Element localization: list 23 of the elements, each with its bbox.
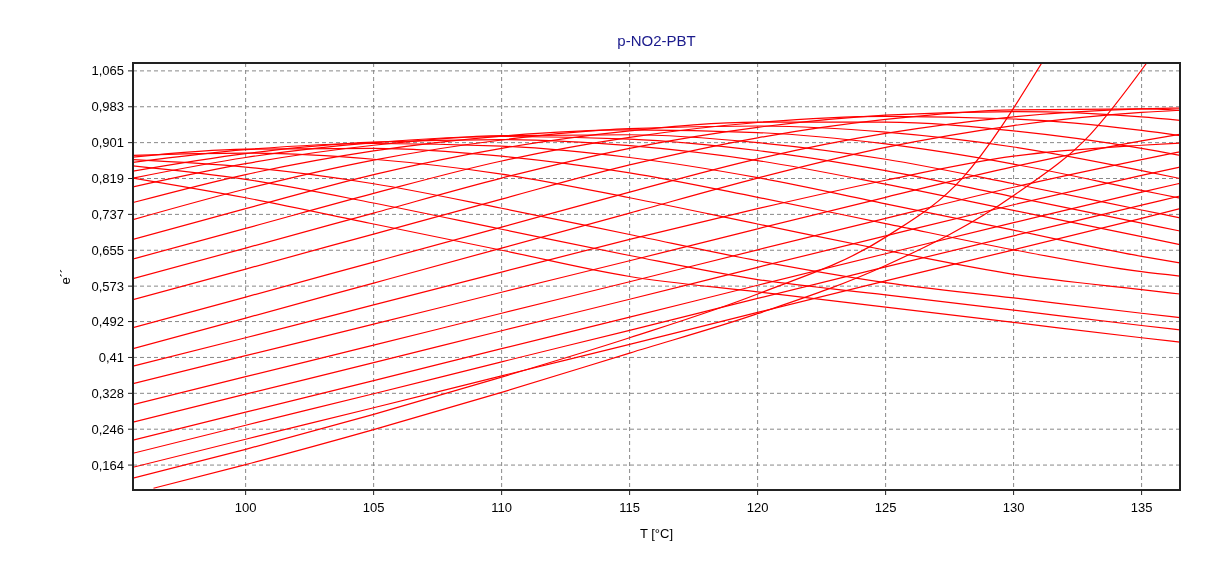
y-tick-label: 0,492 (91, 314, 124, 330)
y-tick-label: 0,164 (91, 457, 124, 473)
x-tick-label: 125 (874, 500, 897, 515)
x-tick-label: 130 (1002, 500, 1025, 515)
y-tick-label: 0,737 (91, 206, 124, 222)
x-tick-label: 105 (362, 500, 385, 515)
y-tick-label: 0,328 (91, 385, 124, 401)
x-tick-label: 120 (746, 500, 769, 515)
y-tick-label: 0,41 (98, 349, 124, 365)
x-tick-label: 110 (491, 500, 512, 515)
x-tick-label: 115 (619, 500, 640, 515)
y-tick-label: 0,901 (91, 135, 124, 151)
y-tick-label: 0,246 (91, 421, 124, 437)
y-tick-label: 0,819 (91, 171, 124, 187)
x-axis-title: T [°C] (639, 526, 674, 541)
y-axis-title: e´´ (58, 268, 73, 285)
x-tick-label: 100 (234, 500, 257, 515)
y-tick-label: 0,983 (91, 99, 124, 115)
chart-title: p-NO2-PBT (617, 32, 696, 49)
x-tick-label: 135 (1130, 500, 1153, 515)
y-tick-label: 0,655 (91, 242, 124, 258)
y-tick-label: 0,573 (91, 278, 124, 294)
y-tick-label: 1,065 (91, 63, 124, 79)
